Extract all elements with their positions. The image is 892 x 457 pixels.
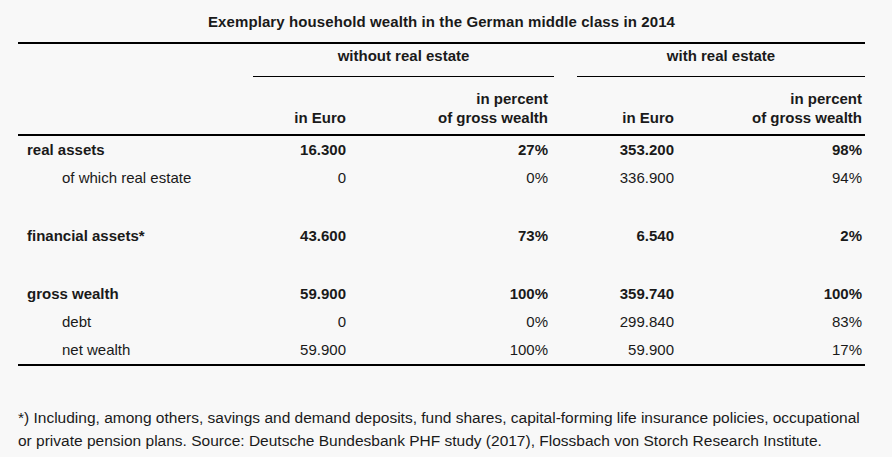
row-label: net wealth — [18, 336, 230, 364]
column-header-percent-without: in percent of gross wealth — [346, 89, 548, 127]
column-header-label-line2: of gross wealth — [752, 109, 862, 126]
row-label: debt — [18, 308, 230, 336]
column-headers-row: in Euro in percent of gross wealth in Eur… — [18, 77, 865, 134]
cell-value: 16.300 — [230, 136, 346, 164]
spacer-row — [18, 250, 865, 280]
cell-value: 359.740 — [548, 280, 674, 308]
table-row: debt00%299.84083% — [18, 308, 865, 336]
row-label: financial assets* — [18, 222, 230, 250]
cell-value: 100% — [346, 280, 548, 308]
row-label: of which real estate — [18, 164, 230, 192]
cell-value: 100% — [346, 336, 548, 364]
column-header-percent-with: in percent of gross wealth — [674, 89, 862, 127]
cell-value: 336.900 — [548, 164, 674, 192]
row-label: real assets — [18, 136, 230, 164]
bottom-rule — [18, 364, 865, 366]
group-header-with-real-estate: with real estate — [577, 47, 865, 77]
cell-value: 94% — [674, 164, 862, 192]
cell-value: 0 — [230, 164, 346, 192]
cell-value: 17% — [674, 336, 862, 364]
footnote: *) Including, among others, savings and … — [18, 406, 865, 452]
cell-value: 83% — [674, 308, 862, 336]
row-label: gross wealth — [18, 280, 230, 308]
cell-value: 59.900 — [230, 336, 346, 364]
cell-value: 0 — [230, 308, 346, 336]
cell-value: 43.600 — [230, 222, 346, 250]
cell-value: 0% — [346, 164, 548, 192]
cell-value: 27% — [346, 136, 548, 164]
page-title: Exemplary household wealth in the German… — [18, 8, 865, 42]
column-header-label-line1: in percent — [476, 90, 548, 107]
cell-value: 0% — [346, 308, 548, 336]
column-group-headers: without real estate with real estate — [18, 44, 865, 77]
column-header-label: in Euro — [622, 109, 674, 126]
table-row: financial assets*43.60073%6.5402% — [18, 222, 865, 250]
table-row: of which real estate00%336.90094% — [18, 164, 865, 192]
wealth-table-figure: Exemplary household wealth in the German… — [0, 0, 892, 457]
group-header-without-real-estate: without real estate — [253, 47, 554, 77]
column-header-euro-without: in Euro — [230, 89, 346, 127]
cell-value: 100% — [674, 280, 862, 308]
cell-value: 59.900 — [230, 280, 346, 308]
table-row: net wealth59.900100%59.90017% — [18, 336, 865, 364]
column-header-euro-with: in Euro — [548, 89, 674, 127]
cell-value: 59.900 — [548, 336, 674, 364]
cell-value: 6.540 — [548, 222, 674, 250]
cell-value: 98% — [674, 136, 862, 164]
cell-value: 2% — [674, 222, 862, 250]
cell-value: 73% — [346, 222, 548, 250]
table-body: real assets16.30027%353.20098%of which r… — [18, 136, 865, 364]
table-row: real assets16.30027%353.20098% — [18, 136, 865, 164]
cell-value: 299.840 — [548, 308, 674, 336]
column-header-label-line1: in percent — [790, 90, 862, 107]
spacer-row — [18, 192, 865, 222]
column-header-label: in Euro — [294, 109, 346, 126]
table-row: gross wealth59.900100%359.740100% — [18, 280, 865, 308]
cell-value: 353.200 — [548, 136, 674, 164]
column-header-label-line2: of gross wealth — [438, 109, 548, 126]
